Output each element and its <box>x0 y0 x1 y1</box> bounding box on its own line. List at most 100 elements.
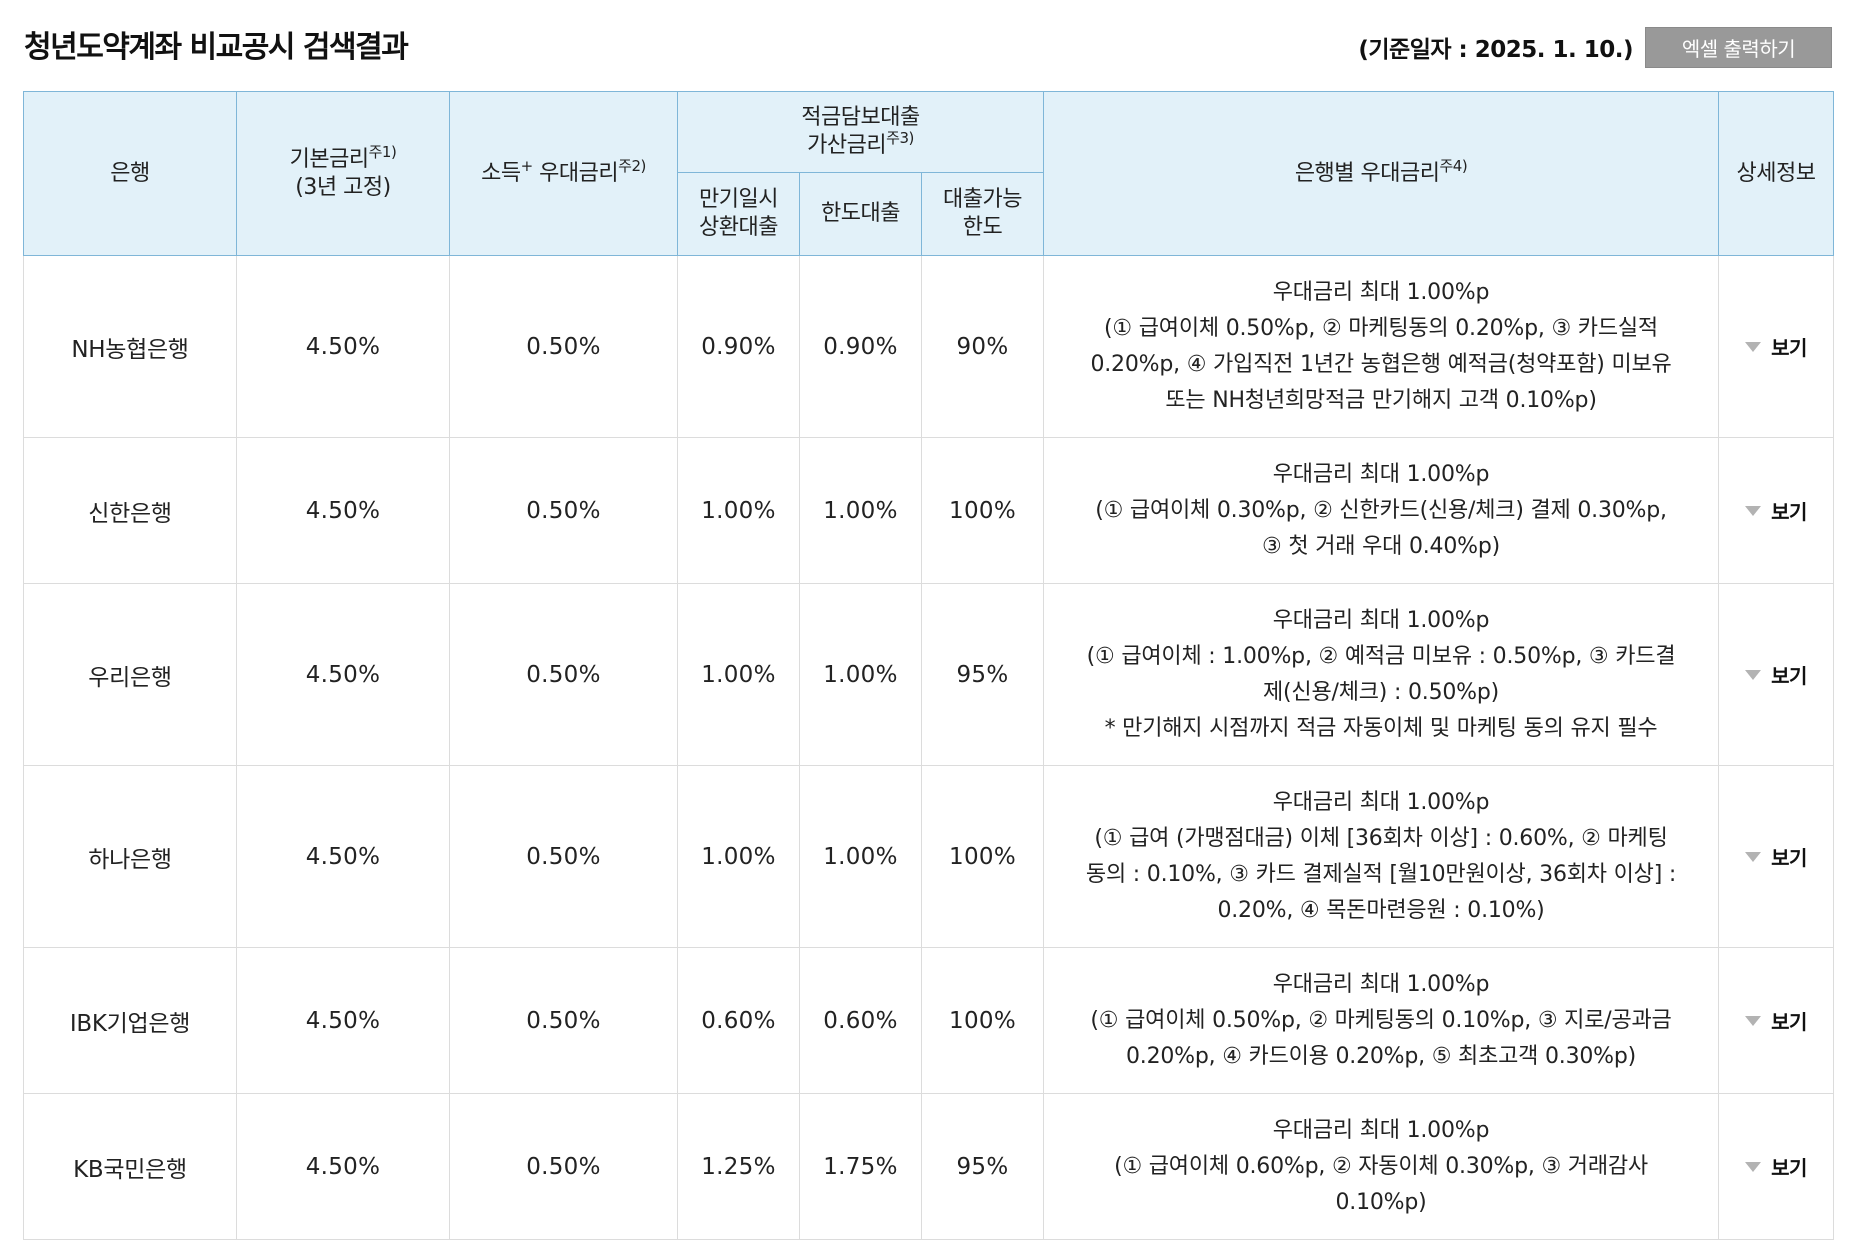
col-header-base-rate: 기본금리주1) (3년 고정) <box>236 91 450 256</box>
cell-limit-loan: 1.00% <box>799 583 922 766</box>
triangle-down-icon <box>1745 505 1762 516</box>
view-detail-button[interactable]: 보기 <box>1745 660 1807 689</box>
cell-base-rate: 4.50% <box>236 255 450 438</box>
cell-maturity-loan: 0.90% <box>677 255 800 438</box>
pref-line: 우대금리 최대 1.00%p <box>1272 789 1490 815</box>
cell-income-rate: 0.50% <box>449 765 678 948</box>
table-row: NH농협은행 4.50% 0.50% 0.90% 0.90% 90% 우대금리 최대 1.0… <box>23 255 1835 438</box>
triangle-down-icon <box>1745 1161 1762 1172</box>
cell-maturity-loan: 1.00% <box>677 765 800 948</box>
triangle-down-icon <box>1745 669 1762 680</box>
view-detail-label: 보기 <box>1771 1010 1807 1035</box>
triangle-down-icon <box>1745 1015 1762 1026</box>
excel-export-button[interactable]: 엑셀 출력하기 <box>1645 27 1832 68</box>
view-detail-label: 보기 <box>1771 664 1807 689</box>
table-row: IBK기업은행 4.50% 0.50% 0.60% 0.60% 100% 우대금리 최대 1… <box>23 947 1835 1094</box>
cell-bank-pref: 우대금리 최대 1.00%p (① 급여이체 0.60%p, ② 자동이체 0.3… <box>1043 1093 1720 1240</box>
triangle-down-icon <box>1745 851 1762 862</box>
view-detail-label: 보기 <box>1771 1156 1807 1181</box>
pref-line: 0.10%p) <box>1335 1189 1427 1215</box>
cell-detail: 보기 <box>1718 1093 1835 1240</box>
col-header-loan-group: 적금담보대출 가산금리주3) <box>676 91 1045 173</box>
view-detail-button[interactable]: 보기 <box>1745 332 1807 361</box>
cell-maturity-loan: 1.00% <box>677 437 800 584</box>
cell-maturity-loan: 0.60% <box>677 947 800 1094</box>
table-row: KB국민은행 4.50% 0.50% 1.25% 1.75% 95% 우대금리 최대 1.0… <box>23 1093 1835 1240</box>
pref-line: 우대금리 최대 1.00%p <box>1272 1117 1490 1143</box>
cell-loan-limit: 100% <box>920 947 1045 1094</box>
pref-line: 동의 : 0.10%, ③ 카드 결제실적 [월10만원이상, 36회차 이상]… <box>1085 861 1677 887</box>
view-detail-button[interactable]: 보기 <box>1745 1006 1807 1035</box>
cell-bank: 신한은행 <box>23 437 237 584</box>
view-detail-label: 보기 <box>1771 336 1807 361</box>
cell-limit-loan: 1.75% <box>799 1093 922 1240</box>
cell-detail: 보기 <box>1718 255 1835 438</box>
cell-loan-limit: 90% <box>920 255 1045 438</box>
cell-base-rate: 4.50% <box>236 437 450 584</box>
pref-line: 우대금리 최대 1.00%p <box>1272 279 1490 305</box>
note-1: 주1) <box>368 142 397 161</box>
pref-line: (① 급여이체 0.50%p, ② 마케팅동의 0.10%p, ③ 지로/공과금 <box>1090 1007 1672 1033</box>
col-header-detail: 상세정보 <box>1718 91 1835 256</box>
table-body: NH농협은행 4.50% 0.50% 0.90% 0.90% 90% 우대금리 최대 1.0… <box>23 255 1835 1240</box>
note-2: 주2) <box>618 156 646 175</box>
view-detail-label: 보기 <box>1771 500 1807 525</box>
cell-income-rate: 0.50% <box>449 1093 678 1240</box>
table-header: 은행 기본금리주1) (3년 고정) 소득+ 우대금리주2) 적금담보대출 가산… <box>23 91 1835 256</box>
cell-limit-loan: 1.00% <box>799 765 922 948</box>
cell-base-rate: 4.50% <box>236 1093 450 1240</box>
cell-bank-pref: 우대금리 최대 1.00%p (① 급여이체 0.50%p, ② 마케팅동의 0.… <box>1043 947 1720 1094</box>
cell-bank: NH농협은행 <box>23 255 237 438</box>
pref-line: 0.20%p, ④ 카드이용 0.20%p, ⑤ 최초고객 0.30%p) <box>1125 1043 1637 1069</box>
pref-line: ③ 첫 거래 우대 0.40%p) <box>1262 533 1500 559</box>
cell-detail: 보기 <box>1718 947 1835 1094</box>
cell-income-rate: 0.50% <box>449 583 678 766</box>
view-detail-button[interactable]: 보기 <box>1745 1152 1807 1181</box>
cell-bank: 우리은행 <box>23 583 237 766</box>
col-header-maturity-loan: 만기일시 상환대출 <box>677 172 800 256</box>
view-detail-button[interactable]: 보기 <box>1745 496 1807 525</box>
table-row: 하나은행 4.50% 0.50% 1.00% 1.00% 100% 우대금리 최대 1.00… <box>23 765 1835 948</box>
pref-line: 0.20%, ④ 목돈마련응원 : 0.10%) <box>1217 897 1545 923</box>
table-row: 신한은행 4.50% 0.50% 1.00% 1.00% 100% 우대금리 최대 1.00… <box>23 437 1835 584</box>
cell-income-rate: 0.50% <box>449 947 678 1094</box>
col-header-bank-pref: 은행별 우대금리주4) <box>1043 91 1720 256</box>
cell-bank: KB국민은행 <box>23 1093 237 1240</box>
pref-line: * 만기해지 시점까지 적금 자동이체 및 마케팅 동의 유지 필수 <box>1104 715 1658 741</box>
cell-loan-limit: 100% <box>920 437 1045 584</box>
pref-line: 우대금리 최대 1.00%p <box>1272 971 1490 997</box>
cell-bank-pref: 우대금리 최대 1.00%p (① 급여이체 0.30%p, ② 신한카드(신용/… <box>1043 437 1720 584</box>
cell-base-rate: 4.50% <box>236 765 450 948</box>
cell-detail: 보기 <box>1718 437 1835 584</box>
cell-limit-loan: 0.90% <box>799 255 922 438</box>
view-detail-label: 보기 <box>1771 846 1807 871</box>
triangle-down-icon <box>1745 341 1762 352</box>
col-header-income-rate: 소득+ 우대금리주2) <box>449 91 678 256</box>
cell-bank-pref: 우대금리 최대 1.00%p (① 급여이체 0.50%p, ② 마케팅동의 0.… <box>1043 255 1720 438</box>
page-title: 청년도약계좌 비교공시 검색결과 <box>24 30 409 65</box>
cell-bank-pref: 우대금리 최대 1.00%p (① 급여 (가맹점대금) 이체 [36회차 이상]… <box>1043 765 1720 948</box>
cell-income-rate: 0.50% <box>449 255 678 438</box>
col-header-bank: 은행 <box>23 91 237 256</box>
pref-line: 또는 NH청년희망적금 만기해지 고객 0.10%p) <box>1165 387 1597 413</box>
cell-base-rate: 4.50% <box>236 583 450 766</box>
cell-bank-pref: 우대금리 최대 1.00%p (① 급여이체 : 1.00%p, ② 예적금 미보… <box>1043 583 1720 766</box>
comparison-table: 은행 기본금리주1) (3년 고정) 소득+ 우대금리주2) 적금담보대출 가산… <box>23 91 1835 1240</box>
pref-line: (① 급여 (가맹점대금) 이체 [36회차 이상] : 0.60%, ② 마케… <box>1094 825 1668 851</box>
cell-detail: 보기 <box>1718 765 1835 948</box>
pref-line: 제(신용/체크) : 0.50%p) <box>1263 679 1500 705</box>
note-3: 주3) <box>886 129 914 147</box>
cell-maturity-loan: 1.25% <box>677 1093 800 1240</box>
pref-line: (① 급여이체 0.60%p, ② 자동이체 0.30%p, ③ 거래감사 <box>1114 1153 1648 1179</box>
cell-bank: IBK기업은행 <box>23 947 237 1094</box>
cell-loan-limit: 95% <box>920 1093 1045 1240</box>
note-4: 주4) <box>1439 156 1468 175</box>
pref-line: (① 급여이체 0.30%p, ② 신한카드(신용/체크) 결제 0.30%p, <box>1095 497 1667 523</box>
col-header-limit-loan: 한도대출 <box>799 172 922 256</box>
pref-line: (① 급여이체 : 1.00%p, ② 예적금 미보유 : 0.50%p, ③ … <box>1086 643 1676 669</box>
pref-line: 우대금리 최대 1.00%p <box>1272 461 1490 487</box>
view-detail-button[interactable]: 보기 <box>1745 842 1807 871</box>
cell-income-rate: 0.50% <box>449 437 678 584</box>
base-date: (기준일자 : 2025. 1. 10.) <box>1358 37 1633 63</box>
cell-limit-loan: 1.00% <box>799 437 922 584</box>
